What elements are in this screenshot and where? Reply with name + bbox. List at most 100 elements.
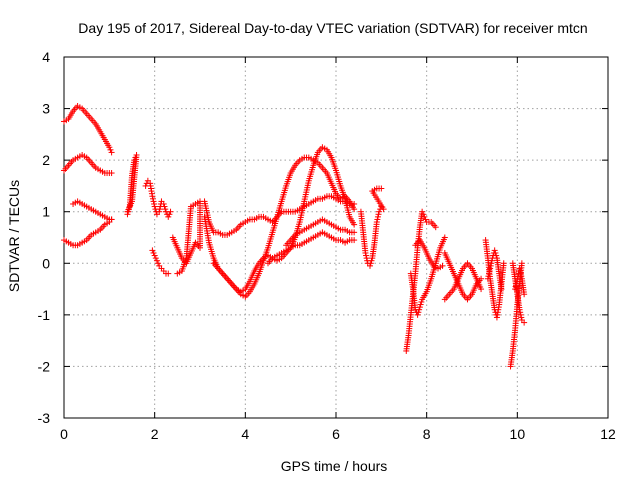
data-point-dense xyxy=(150,249,157,256)
x-tick-label: 10 xyxy=(510,426,526,442)
data-point xyxy=(351,229,358,236)
data-point-dense xyxy=(149,195,156,202)
data-point xyxy=(362,249,369,256)
data-point-dense xyxy=(418,298,425,305)
data-point xyxy=(149,193,156,200)
data-point-dense xyxy=(493,252,500,259)
data-point-dense xyxy=(363,252,370,259)
y-axis-label: SDTVAR / TECUs xyxy=(6,180,22,292)
data-point-dense xyxy=(518,273,525,280)
data-point xyxy=(478,275,485,282)
data-point-dense xyxy=(420,211,427,218)
x-tick-label: 2 xyxy=(151,426,159,442)
data-point xyxy=(432,224,439,231)
data-point xyxy=(165,270,172,277)
data-point xyxy=(516,306,523,313)
data-point-dense xyxy=(363,255,370,262)
data-point xyxy=(491,247,498,254)
data-point xyxy=(518,260,525,267)
y-tick-label: 1 xyxy=(42,204,50,220)
data-point-dense xyxy=(487,262,494,269)
data-point-dense xyxy=(161,203,168,210)
data-point-dense xyxy=(422,216,429,223)
data-point-dense xyxy=(492,249,499,256)
chart-title: Day 195 of 2017, Sidereal Day-to-day VTE… xyxy=(78,20,587,36)
data-point xyxy=(156,208,163,215)
data-point-dense xyxy=(518,314,525,321)
data-point xyxy=(351,237,358,244)
data-point-dense xyxy=(517,268,524,275)
data-points xyxy=(61,102,528,370)
data-point xyxy=(516,265,523,272)
y-tick-label: 3 xyxy=(42,101,50,117)
data-point xyxy=(521,291,528,298)
data-point-dense xyxy=(107,146,114,153)
data-point xyxy=(498,286,505,293)
data-point-dense xyxy=(166,211,173,218)
data-point xyxy=(160,200,167,207)
data-point-dense xyxy=(517,311,524,318)
data-point xyxy=(487,265,494,272)
data-point xyxy=(108,149,115,156)
data-point-dense xyxy=(486,268,493,275)
x-tick-label: 8 xyxy=(423,426,431,442)
data-point xyxy=(500,260,507,267)
data-point-dense xyxy=(517,309,524,316)
y-tick-label: 4 xyxy=(42,49,50,65)
y-tick-label: -2 xyxy=(38,358,51,374)
x-tick-label: 0 xyxy=(60,426,68,442)
data-point xyxy=(512,286,519,293)
data-point-dense xyxy=(417,301,424,308)
data-point-dense xyxy=(517,270,524,277)
data-point-dense xyxy=(151,200,158,207)
data-point xyxy=(151,203,158,210)
data-point xyxy=(167,208,174,215)
data-point-dense xyxy=(155,260,162,267)
data-point xyxy=(441,234,448,241)
data-point xyxy=(351,221,358,228)
data-point xyxy=(165,213,172,220)
data-point-dense xyxy=(150,198,157,205)
y-tick-label: 2 xyxy=(42,152,50,168)
data-point xyxy=(419,208,426,215)
data-point-dense xyxy=(416,306,423,313)
data-point xyxy=(421,213,428,220)
x-tick-label: 4 xyxy=(241,426,249,442)
data-point xyxy=(378,185,385,192)
data-point xyxy=(151,252,158,259)
data-point xyxy=(106,144,113,151)
data-point-dense xyxy=(367,260,374,267)
y-tick-label: 0 xyxy=(42,255,50,271)
data-point-dense xyxy=(513,278,520,285)
data-point-dense xyxy=(162,206,169,213)
data-point xyxy=(478,286,485,293)
data-point xyxy=(149,247,156,254)
data-point-dense xyxy=(156,206,163,213)
data-point xyxy=(484,275,491,282)
data-point xyxy=(376,208,383,215)
data-point-dense xyxy=(374,213,381,220)
data-point xyxy=(174,270,181,277)
x-tick-label: 6 xyxy=(332,426,340,442)
data-point-dense xyxy=(152,255,159,262)
x-axis-label: GPS time / hours xyxy=(281,458,388,474)
data-point xyxy=(367,262,373,269)
data-point-dense xyxy=(488,260,495,267)
data-point-dense xyxy=(368,257,375,264)
data-point xyxy=(416,304,423,311)
data-point xyxy=(108,216,115,223)
data-point xyxy=(373,219,380,226)
data-point-dense xyxy=(512,283,519,290)
data-point-dense xyxy=(486,270,492,277)
data-point xyxy=(108,170,115,177)
data-point xyxy=(153,257,160,264)
data-point-dense xyxy=(485,273,492,280)
data-point xyxy=(124,208,131,215)
data-point xyxy=(414,311,421,318)
data-point-dense xyxy=(375,211,382,218)
data-point-dense xyxy=(415,309,422,316)
x-tick-label: 12 xyxy=(600,426,616,442)
